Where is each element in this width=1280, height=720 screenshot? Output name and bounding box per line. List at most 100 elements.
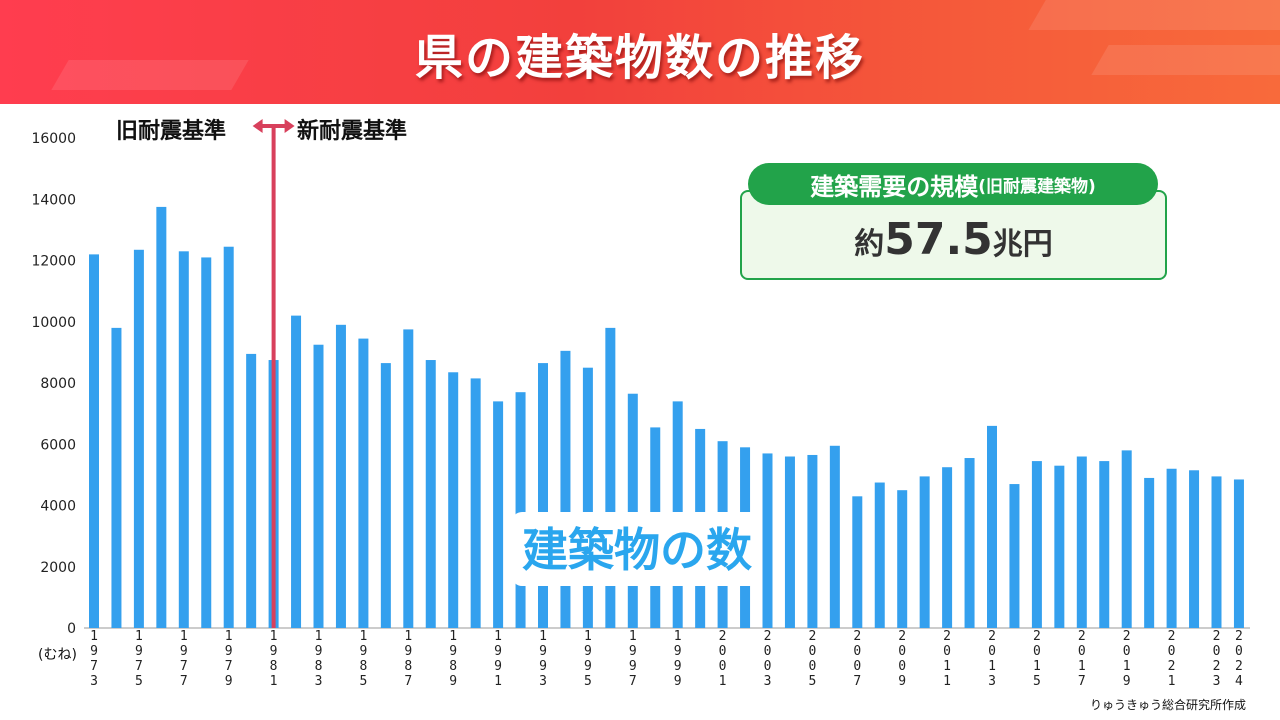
- bar-1989: [448, 372, 459, 628]
- bar-2019: [1121, 450, 1132, 628]
- y-tick-label: 8000: [40, 376, 76, 392]
- y-tick-label: 12000: [31, 254, 76, 270]
- source-credit: りゅうきゅう総合研究所作成: [1090, 698, 1247, 712]
- bar-1974: [111, 327, 122, 628]
- bar-2009: [897, 490, 908, 628]
- bar-2018: [1099, 461, 1110, 628]
- bar-2021: [1166, 468, 1177, 628]
- callout-box: [740, 190, 1167, 280]
- series-label: 建築物の数: [512, 512, 762, 586]
- old-standard-label: 旧耐震基準: [116, 119, 227, 144]
- callout-title-note: (旧耐震建築物): [978, 176, 1096, 197]
- divider-arrow-right-icon: [284, 119, 295, 133]
- bar-2022: [1189, 470, 1200, 628]
- chart-title: 県の建築物数の推移: [414, 30, 865, 86]
- bar-1985: [358, 338, 369, 628]
- bar-1977: [178, 251, 189, 628]
- callout-title-text: 建築需要の規模: [810, 172, 979, 201]
- bar-1993: [538, 363, 548, 628]
- bar-2016: [1054, 465, 1065, 628]
- bar-2003: [762, 453, 773, 628]
- callout-unit: 兆円: [992, 227, 1053, 262]
- bar-1996: [605, 327, 616, 628]
- bar-2013: [987, 425, 997, 628]
- title-banner: 県の建築物数の推移: [0, 0, 1280, 104]
- bar-2017: [1076, 456, 1087, 628]
- bar-2006: [829, 445, 840, 628]
- y-tick-label: 2000: [40, 560, 76, 576]
- y-tick-label: 10000: [31, 315, 76, 331]
- bar-1997: [627, 393, 638, 628]
- bar-1984: [335, 324, 346, 628]
- bar-2020: [1144, 477, 1155, 628]
- new-standard-label: 新耐震基準: [297, 119, 408, 144]
- bar-1991: [493, 401, 504, 628]
- callout-value: 約57.5兆円: [740, 214, 1167, 265]
- bar-1983: [313, 344, 324, 628]
- bar-2015: [1031, 461, 1042, 628]
- bar-2023: [1211, 476, 1222, 628]
- bar-1987: [403, 329, 414, 628]
- bar-1995: [582, 367, 593, 628]
- divider-arrow-left-icon: [252, 119, 263, 133]
- bar-2012: [964, 458, 975, 628]
- bar-2011: [942, 467, 953, 628]
- y-tick-label: 6000: [40, 437, 76, 453]
- y-tick-label: 0: [67, 621, 76, 637]
- callout-prefix: 約: [854, 227, 885, 262]
- y-tick-label: 14000: [31, 192, 76, 208]
- callout-title: 建築需要の規模 (旧耐震建築物): [748, 163, 1158, 205]
- bar-2014: [1009, 484, 1020, 628]
- callout-number: 57.5: [884, 214, 993, 265]
- bar-2005: [807, 454, 818, 628]
- bar-1982: [291, 315, 302, 628]
- bar-1979: [223, 246, 234, 628]
- bar-2007: [852, 496, 863, 628]
- bar-2004: [784, 456, 795, 628]
- y-unit-label: (むね): [38, 647, 77, 663]
- bar-1994: [560, 350, 571, 628]
- bar-2024: [1233, 479, 1244, 628]
- y-tick-label: 16000: [31, 131, 76, 147]
- bar-1973: [89, 254, 99, 628]
- bar-2010: [919, 476, 930, 628]
- bar-1976: [156, 206, 167, 628]
- bar-2008: [874, 482, 885, 628]
- bar-1986: [380, 363, 391, 628]
- y-tick-label: 4000: [40, 499, 76, 515]
- bar-1980: [246, 353, 257, 628]
- bar-1975: [133, 249, 144, 628]
- bar-1992: [515, 392, 526, 628]
- bar-1978: [201, 257, 212, 628]
- bar-1990: [470, 378, 481, 628]
- bar-1988: [425, 360, 436, 628]
